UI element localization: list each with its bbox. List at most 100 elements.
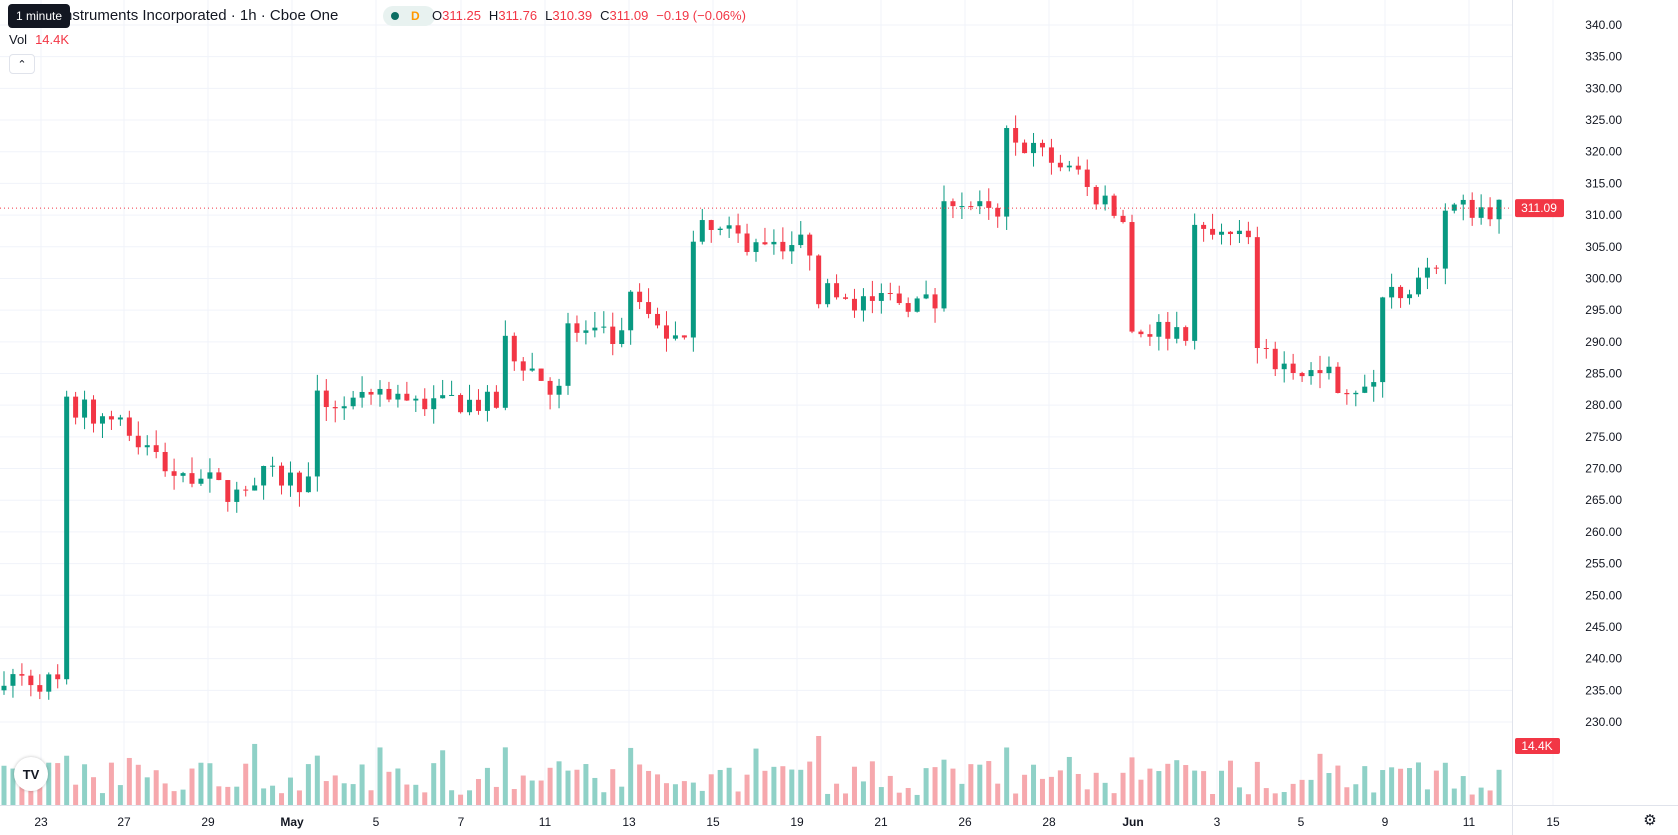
candle-body bbox=[493, 391, 499, 408]
candle-body bbox=[46, 674, 52, 692]
volume-bar bbox=[216, 786, 222, 805]
candle-body bbox=[117, 417, 123, 420]
x-tick-label: 13 bbox=[622, 815, 636, 829]
candle-body bbox=[565, 323, 571, 386]
volume-bar bbox=[1120, 772, 1126, 805]
x-tick-label: 5 bbox=[373, 815, 380, 829]
volume-bar bbox=[1362, 766, 1368, 805]
candle-body bbox=[359, 391, 365, 398]
volume-bar bbox=[1478, 787, 1484, 805]
candle-body bbox=[189, 473, 195, 484]
candle-body bbox=[1219, 231, 1225, 235]
y-tick-label: 265.00 bbox=[1585, 493, 1622, 507]
volume-bar bbox=[807, 761, 813, 805]
candle-body bbox=[341, 406, 347, 409]
volume-bar bbox=[986, 761, 992, 805]
y-tick-label: 310.00 bbox=[1585, 208, 1622, 222]
volume-bar bbox=[395, 768, 401, 805]
volume-bar bbox=[10, 768, 16, 805]
volume-bar bbox=[1183, 765, 1189, 805]
candle-body bbox=[332, 407, 338, 409]
y-tick-label: 315.00 bbox=[1585, 176, 1622, 190]
candle-body bbox=[1048, 147, 1054, 163]
gear-icon[interactable]: ⚙ bbox=[1643, 812, 1657, 829]
volume-bar bbox=[628, 747, 634, 805]
candle-body bbox=[1389, 286, 1395, 298]
candle-body bbox=[1210, 228, 1216, 235]
volume-bar bbox=[431, 763, 437, 805]
last-volume-tag bbox=[1515, 738, 1560, 754]
volume-bar bbox=[377, 747, 383, 805]
volume-bar bbox=[341, 783, 347, 805]
candle-body bbox=[1407, 294, 1413, 299]
volume-bar bbox=[252, 743, 258, 805]
volume-bar bbox=[234, 786, 240, 805]
volume-bar bbox=[1433, 770, 1439, 805]
volume-bar bbox=[413, 784, 419, 805]
candle-body bbox=[55, 674, 61, 680]
candle-body bbox=[135, 435, 141, 448]
candle-body bbox=[1326, 366, 1332, 374]
tradingview-logo[interactable]: TV bbox=[14, 757, 48, 791]
candle-body bbox=[672, 335, 678, 339]
candle-body bbox=[1451, 204, 1457, 211]
candle-body bbox=[1227, 231, 1233, 235]
volume-bar bbox=[798, 769, 804, 805]
volume-bar bbox=[1407, 768, 1413, 805]
volume-bar bbox=[332, 775, 338, 805]
volume-bar bbox=[1048, 776, 1054, 805]
last-price-label: 311.09 bbox=[1521, 201, 1557, 215]
candle-body bbox=[323, 390, 329, 408]
candle-body bbox=[1147, 334, 1153, 337]
volume-bar bbox=[493, 786, 499, 805]
candle-body bbox=[305, 476, 311, 493]
y-tick-label: 245.00 bbox=[1585, 620, 1622, 634]
candle-body bbox=[1254, 237, 1260, 349]
candle-body bbox=[1487, 207, 1493, 220]
y-tick-label: 320.00 bbox=[1585, 145, 1622, 159]
symbol-title[interactable]: nstruments Incorporated · 1h · Cboe One bbox=[64, 7, 339, 24]
volume-bar bbox=[1415, 762, 1421, 805]
volume-bar bbox=[690, 782, 696, 805]
volume-bar bbox=[404, 784, 410, 805]
candle-body bbox=[816, 255, 822, 305]
volume-bar bbox=[270, 785, 276, 805]
collapse-legend-button[interactable]: ⌃ bbox=[9, 54, 35, 74]
x-tick-label: 19 bbox=[790, 815, 804, 829]
volume-bar bbox=[1353, 784, 1359, 805]
volume-bar bbox=[440, 750, 446, 805]
volume-bar bbox=[1308, 779, 1314, 805]
volume-bar bbox=[1022, 774, 1028, 805]
candle-body bbox=[449, 394, 455, 396]
volume-bar bbox=[1469, 794, 1475, 805]
volume-bar bbox=[359, 764, 365, 805]
volume-bar bbox=[117, 785, 123, 805]
candle-body bbox=[753, 242, 759, 252]
volume-bar bbox=[55, 763, 61, 805]
close-label: C bbox=[600, 8, 610, 23]
volume-bar bbox=[941, 759, 947, 805]
candle-body bbox=[1174, 327, 1180, 339]
candle-body bbox=[762, 242, 768, 245]
candle-body bbox=[1281, 363, 1287, 370]
candle-body bbox=[574, 323, 580, 333]
candle-body bbox=[717, 228, 723, 230]
volume-bar bbox=[1380, 770, 1386, 805]
volume-bar bbox=[1254, 761, 1260, 805]
candle-body bbox=[1004, 128, 1010, 217]
candle-body bbox=[216, 472, 222, 481]
volume-bar bbox=[1192, 770, 1198, 805]
volume-bar bbox=[717, 769, 723, 805]
volume-bar bbox=[601, 792, 607, 805]
candle-body bbox=[825, 283, 831, 305]
market-status-pill[interactable]: D bbox=[383, 6, 435, 26]
candle-body bbox=[771, 241, 777, 245]
volume-bar bbox=[646, 770, 652, 805]
volume-bar bbox=[816, 735, 822, 805]
y-tick-label: 240.00 bbox=[1585, 652, 1622, 666]
volume-bar bbox=[520, 775, 526, 805]
candle-body bbox=[431, 398, 437, 410]
candle-body bbox=[1344, 392, 1350, 395]
candle-body bbox=[592, 327, 598, 331]
